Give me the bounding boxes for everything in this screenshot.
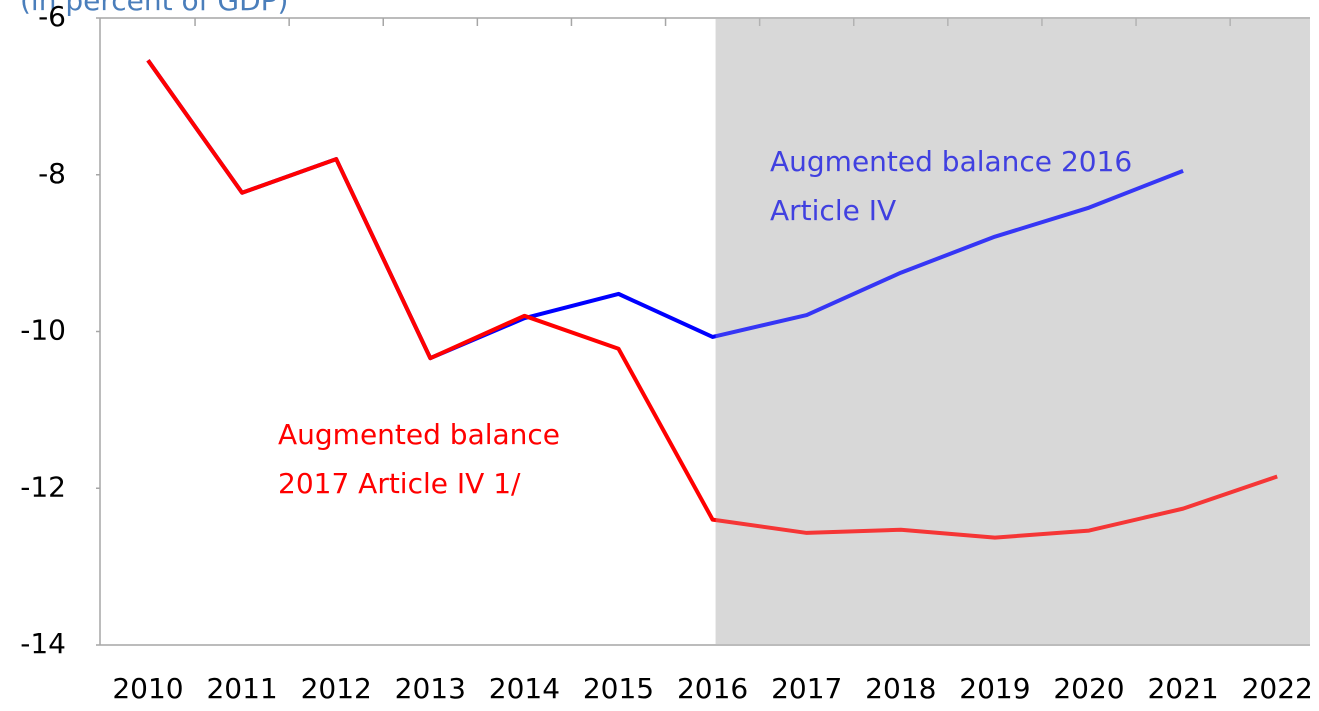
x-tick-label: 2010 (112, 672, 183, 705)
projection-overlay (715, 18, 1310, 645)
y-tick-label: -8 (38, 157, 66, 190)
annotation: Article IV (770, 194, 896, 227)
projection-shade (715, 18, 1310, 645)
y-tick-label: -14 (20, 627, 66, 660)
x-tick-label: 2021 (1147, 672, 1218, 705)
annotation: Augmented balance (278, 418, 560, 451)
y-tick-label: -10 (20, 314, 66, 347)
x-tick-label: 2015 (583, 672, 654, 705)
x-tick-label: 2020 (1053, 672, 1124, 705)
x-tick-label: 2014 (489, 672, 560, 705)
series-line (146, 59, 1278, 540)
x-tick-label: 2017 (771, 672, 842, 705)
x-tick-label: 2022 (1242, 672, 1313, 705)
x-tick-label: 2012 (301, 672, 372, 705)
x-tick-label: 2013 (395, 672, 466, 705)
x-tick-label: 2018 (865, 672, 936, 705)
x-tick-label: 2019 (959, 672, 1030, 705)
chart-subtitle: (in percent of GDP) (20, 0, 288, 17)
x-tick-label: 2011 (206, 672, 277, 705)
y-tick-label: -6 (38, 0, 66, 33)
annotation: Augmented balance 2016 (770, 145, 1132, 178)
x-tick-label: 2016 (677, 672, 748, 705)
annotation: 2017 Article IV 1/ (278, 467, 521, 500)
y-tick-label: -12 (20, 470, 66, 503)
